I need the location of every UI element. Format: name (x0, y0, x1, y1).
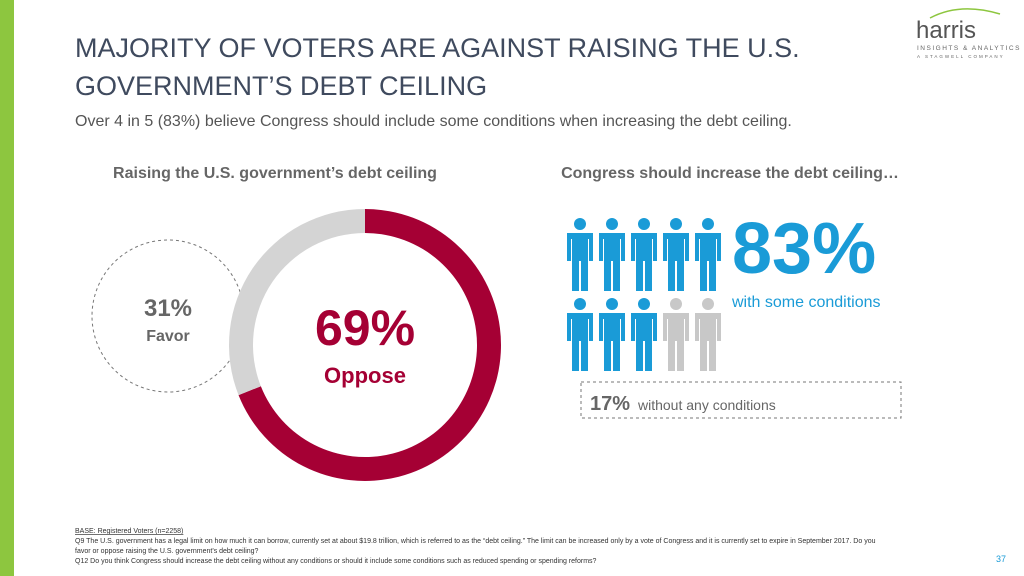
person-icon (599, 298, 625, 371)
icon-body (663, 233, 689, 291)
footnote: Q9 The U.S. government has a legal limit… (75, 538, 876, 545)
person-icon (695, 298, 721, 371)
chart-title: Congress should increase the debt ceilin… (561, 165, 899, 182)
accent-bar (0, 0, 14, 576)
title: MAJORITY OF VOTERS ARE AGAINST RAISING T… (75, 33, 800, 63)
icon-body (695, 313, 721, 371)
value-label: 31% (144, 295, 192, 322)
icon-head (574, 298, 586, 310)
logo-company: A STAGWELL COMPANY (917, 54, 1005, 59)
footnote: favor or oppose raising the U.S. governm… (75, 548, 259, 555)
icon-body (599, 313, 625, 371)
category-label: with some conditions (731, 294, 881, 311)
callout-box (580, 381, 902, 419)
person-icon (567, 218, 593, 291)
footnote: Q12 Do you think Congress should increas… (75, 558, 597, 565)
icon-head (574, 218, 586, 230)
icon-head (638, 298, 650, 310)
value-label: 83% (732, 209, 876, 289)
icon-head (702, 218, 714, 230)
icon-head (606, 298, 618, 310)
person-icon (599, 218, 625, 291)
icon-head (702, 298, 714, 310)
subtitle: Over 4 in 5 (83%) believe Congress shoul… (75, 113, 792, 130)
person-icon (663, 218, 689, 291)
page-number: 37 (996, 554, 1006, 564)
logo-name: harris (916, 17, 976, 44)
value-label: 69% (315, 300, 415, 356)
icon-head (670, 218, 682, 230)
icon-body (599, 233, 625, 291)
category-label: Favor (146, 328, 190, 345)
logo-arc (929, 8, 1001, 19)
person-icon (567, 298, 593, 371)
icon-head (638, 218, 650, 230)
category-label: without any conditions (637, 397, 776, 413)
icon-body (567, 233, 593, 291)
title: GOVERNMENT’S DEBT CEILING (75, 71, 487, 101)
icon-body (631, 233, 657, 291)
person-icon (663, 298, 689, 371)
chart-title: Raising the U.S. government’s debt ceili… (113, 165, 437, 182)
person-icon (631, 298, 657, 371)
icon-body (663, 313, 689, 371)
icon-head (606, 218, 618, 230)
donut-slice (229, 209, 365, 396)
footnote: BASE: Registered Voters (n=2258) (75, 528, 183, 535)
person-icon (695, 218, 721, 291)
icon-body (695, 233, 721, 291)
category-label: Oppose (324, 363, 406, 388)
person-icon (631, 218, 657, 291)
icon-body (631, 313, 657, 371)
icon-body (567, 313, 593, 371)
logo-tagline: INSIGHTS & ANALYTICS (917, 45, 1021, 52)
icon-head (670, 298, 682, 310)
value-label: 17% (590, 393, 630, 415)
